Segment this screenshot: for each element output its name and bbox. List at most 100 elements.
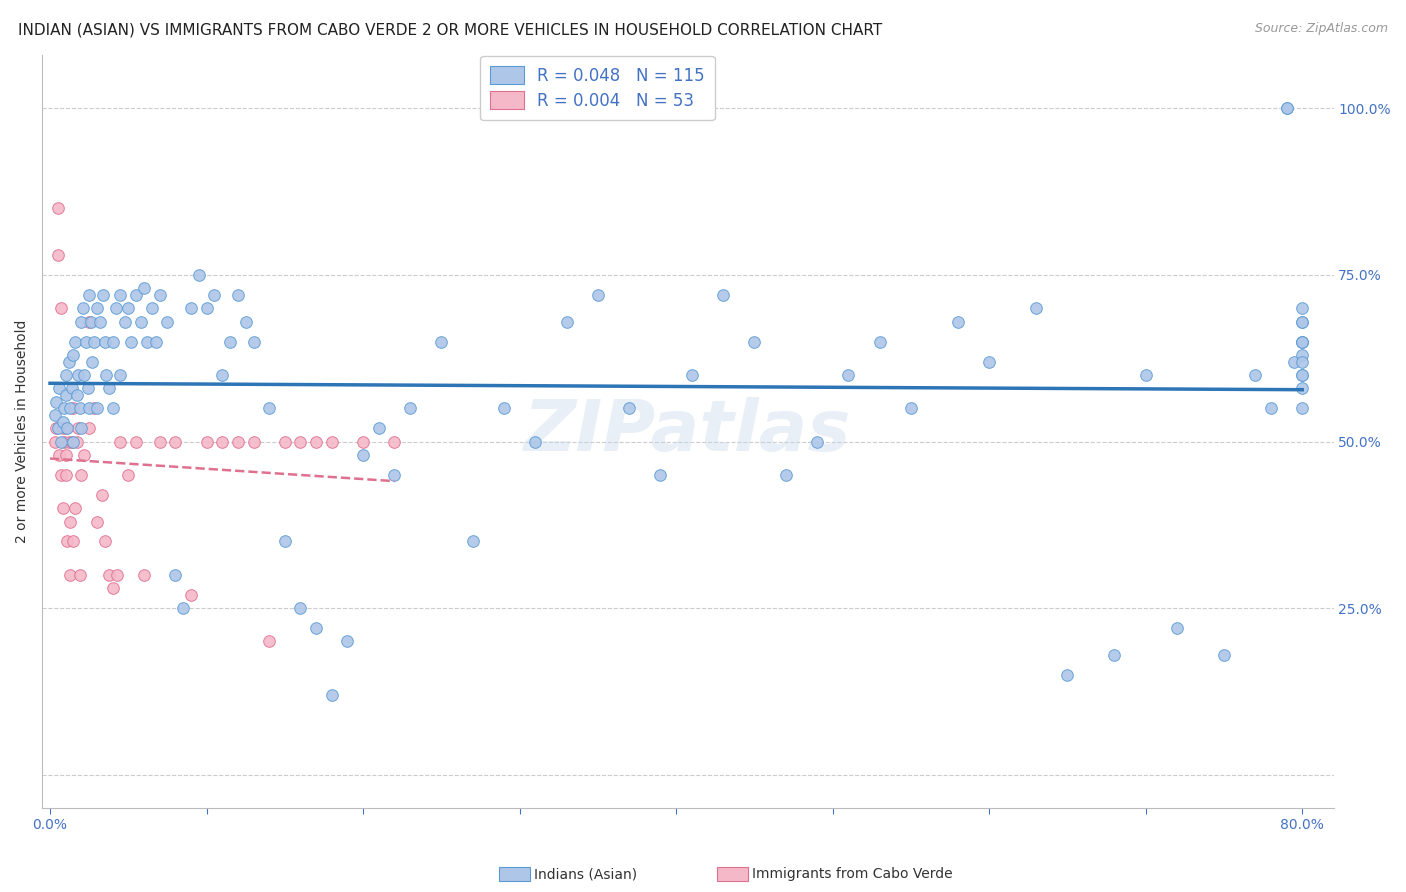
Point bbox=[70, 315, 93, 329]
Point bbox=[305, 621, 328, 635]
Point bbox=[55, 448, 77, 462]
Point bbox=[235, 315, 257, 329]
Point bbox=[321, 688, 343, 702]
Point bbox=[62, 434, 84, 449]
Point bbox=[69, 401, 91, 416]
Point bbox=[524, 434, 547, 449]
Point bbox=[49, 434, 72, 449]
Point bbox=[290, 601, 312, 615]
Point bbox=[51, 501, 73, 516]
Point bbox=[89, 315, 111, 329]
Point bbox=[117, 467, 139, 482]
Point bbox=[1275, 102, 1298, 116]
Y-axis label: 2 or more Vehicles in Household: 2 or more Vehicles in Household bbox=[15, 320, 30, 543]
Point bbox=[129, 315, 152, 329]
Point bbox=[101, 334, 124, 349]
Point bbox=[60, 381, 83, 395]
Point bbox=[110, 288, 132, 302]
Point bbox=[352, 434, 374, 449]
Point bbox=[202, 288, 225, 302]
Point bbox=[172, 601, 194, 615]
Point bbox=[382, 467, 405, 482]
Point bbox=[1213, 648, 1236, 662]
Point bbox=[979, 354, 1001, 368]
Point bbox=[180, 588, 202, 602]
Point bbox=[105, 567, 128, 582]
Point bbox=[430, 334, 453, 349]
Point bbox=[77, 315, 100, 329]
Point bbox=[55, 421, 77, 435]
Point bbox=[45, 394, 67, 409]
Point bbox=[120, 334, 142, 349]
Point bbox=[98, 381, 121, 395]
Point bbox=[321, 434, 343, 449]
Point bbox=[46, 248, 69, 262]
Point bbox=[69, 567, 91, 582]
Point bbox=[775, 467, 797, 482]
Point bbox=[49, 467, 72, 482]
Point bbox=[59, 515, 82, 529]
Point bbox=[136, 334, 159, 349]
Point bbox=[946, 315, 969, 329]
Point bbox=[187, 268, 209, 282]
Point bbox=[1291, 368, 1313, 382]
Point bbox=[145, 334, 167, 349]
Point bbox=[44, 434, 66, 449]
Point bbox=[1291, 348, 1313, 362]
Point bbox=[336, 634, 359, 648]
Point bbox=[66, 434, 89, 449]
Point bbox=[125, 434, 148, 449]
Point bbox=[96, 368, 118, 382]
Point bbox=[53, 434, 76, 449]
Point bbox=[156, 315, 179, 329]
Point bbox=[76, 381, 98, 395]
Point bbox=[1291, 315, 1313, 329]
Point bbox=[46, 202, 69, 216]
Point bbox=[91, 288, 114, 302]
Point bbox=[226, 288, 249, 302]
Point bbox=[149, 434, 172, 449]
Point bbox=[44, 408, 66, 422]
Point bbox=[1291, 381, 1313, 395]
Point bbox=[242, 434, 264, 449]
Point bbox=[1244, 368, 1267, 382]
Point bbox=[62, 534, 84, 549]
Point bbox=[63, 501, 86, 516]
Point bbox=[1025, 301, 1047, 316]
Point bbox=[58, 354, 80, 368]
Point bbox=[90, 488, 112, 502]
Point bbox=[1291, 401, 1313, 416]
Point bbox=[59, 401, 82, 416]
Point bbox=[1291, 368, 1313, 382]
Point bbox=[70, 467, 93, 482]
Point bbox=[195, 434, 218, 449]
Point bbox=[62, 348, 84, 362]
Point bbox=[117, 301, 139, 316]
Point bbox=[80, 315, 103, 329]
Point bbox=[75, 334, 97, 349]
Point bbox=[56, 534, 79, 549]
Point bbox=[1291, 334, 1313, 349]
Point bbox=[101, 581, 124, 595]
Point bbox=[53, 401, 76, 416]
Point bbox=[211, 368, 233, 382]
Point bbox=[165, 567, 187, 582]
Point bbox=[72, 301, 94, 316]
Point bbox=[86, 301, 108, 316]
Point bbox=[382, 434, 405, 449]
Point bbox=[274, 534, 297, 549]
Point bbox=[67, 421, 90, 435]
Text: Indians (Asian): Indians (Asian) bbox=[534, 867, 637, 881]
Point bbox=[1284, 354, 1306, 368]
Point bbox=[1291, 315, 1313, 329]
Point bbox=[711, 288, 734, 302]
Point bbox=[900, 401, 922, 416]
Point bbox=[94, 334, 117, 349]
Text: ZIPatlas: ZIPatlas bbox=[524, 397, 852, 466]
Point bbox=[149, 288, 172, 302]
Point bbox=[1291, 354, 1313, 368]
Point bbox=[51, 415, 73, 429]
Point bbox=[77, 288, 100, 302]
Point bbox=[1166, 621, 1188, 635]
Point bbox=[869, 334, 891, 349]
